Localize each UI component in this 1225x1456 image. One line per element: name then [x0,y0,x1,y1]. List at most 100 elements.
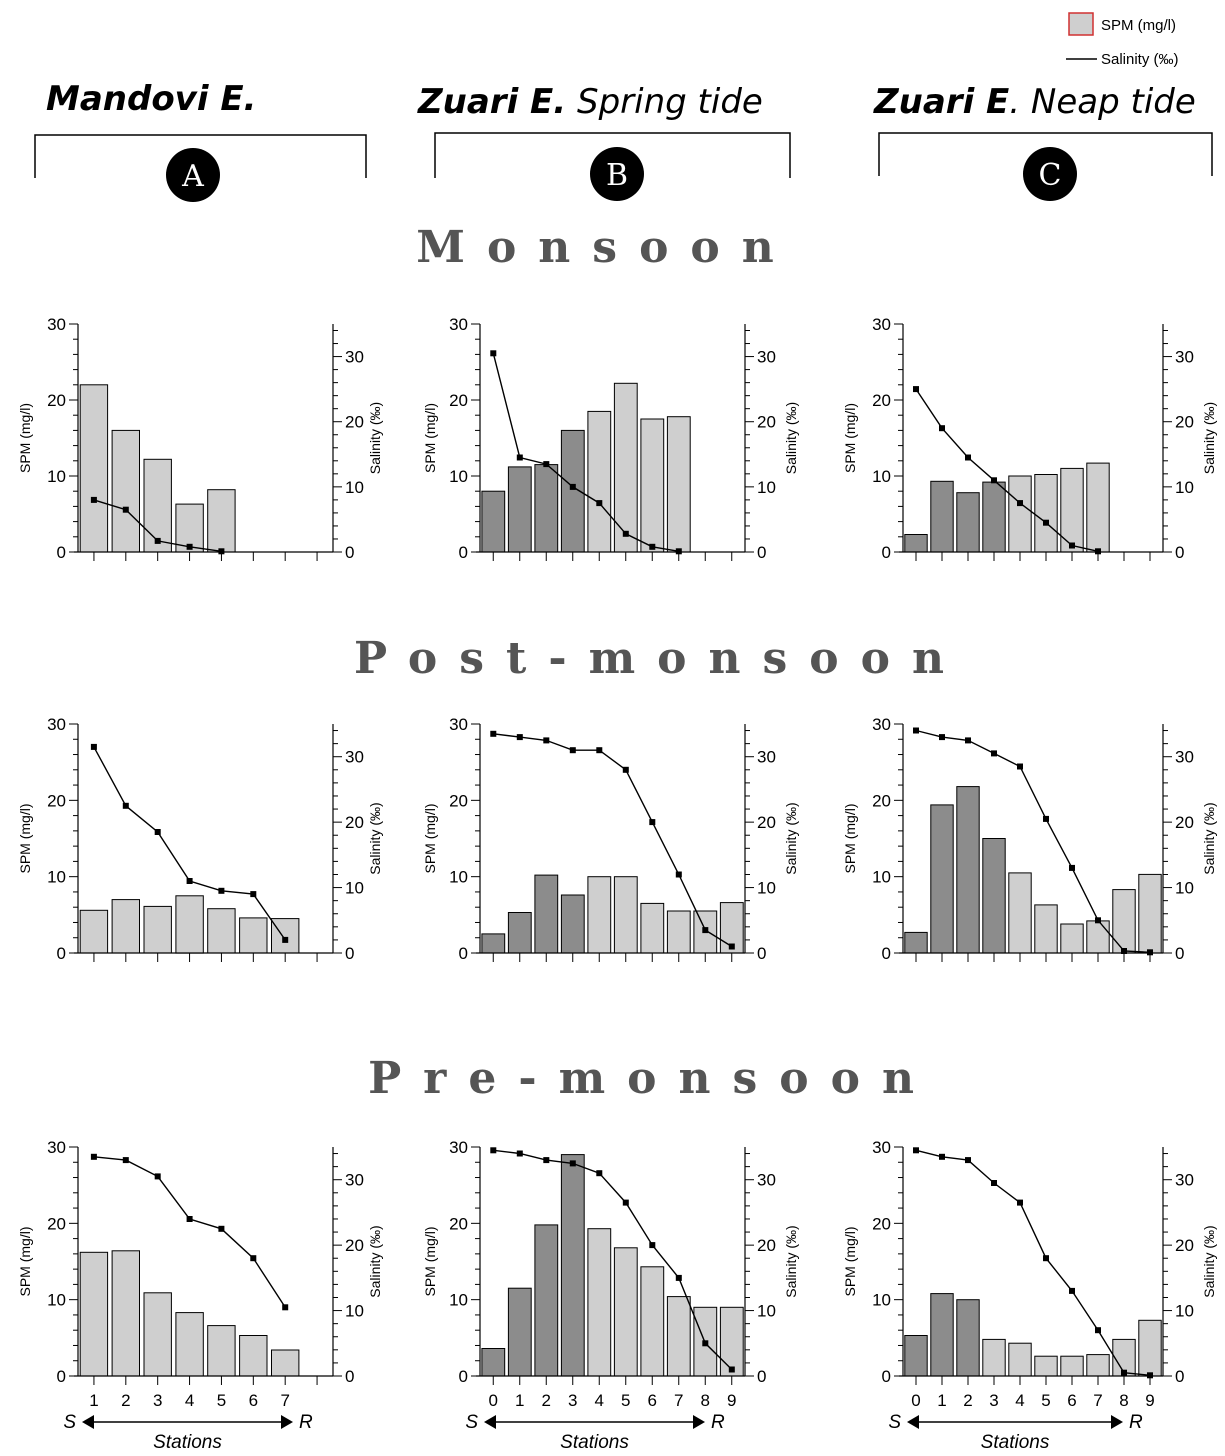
right-tick-label: 0 [345,944,354,963]
spm-bar [930,804,954,954]
station-label: 0 [911,1391,920,1410]
season-title-pre-monsoon: Pre-monsoon [368,1053,936,1104]
salinity-point [675,871,682,878]
x-start-label: S [888,1412,901,1433]
right-tick-label: 30 [345,348,364,367]
spm-bar [666,910,691,954]
right-tick-label: 0 [757,1367,766,1386]
right-tick-label: 0 [345,1367,354,1386]
salinity-point [218,548,225,555]
salinity-point [913,1147,919,1154]
column-bracket-c [878,132,1213,176]
left-tick-label: 0 [57,1367,66,1386]
salinity-point [1095,548,1101,555]
spm-bar [560,1154,585,1377]
spm-bar [1034,904,1058,954]
x-axis-title: Stations [981,1432,1050,1453]
left-tick-label: 10 [449,467,468,486]
right-tick-label: 20 [1175,813,1194,832]
salinity-point [913,727,919,734]
station-label: 1 [89,1391,98,1410]
right-tick-label: 20 [1175,1236,1194,1255]
spm-bar [1060,923,1084,954]
right-tick-label: 0 [1175,1367,1184,1386]
right-tick-label: 0 [1175,944,1184,963]
column-title-a: Mandovi E. [46,79,256,119]
salinity-point [1147,949,1153,956]
salinity-point [90,743,97,750]
salinity-point [490,730,497,737]
spm-bar [640,902,665,954]
left-tick-label: 20 [449,791,468,810]
column-title-a-bold: Mandovi E. [46,79,256,119]
left-tick-label: 0 [459,944,468,963]
salinity-point [675,548,682,555]
right-tick-label: 10 [1175,478,1194,497]
column-title-c: Zuari E. Neap tide [873,82,1196,122]
spm-bar [587,1228,612,1377]
right-tick-label: 30 [757,348,776,367]
y-axis-title-spm: SPM (mg/l) [422,403,438,473]
spm-bar [666,416,691,553]
station-label: 3 [153,1391,162,1410]
left-tick-label: 20 [47,391,66,410]
right-tick-label: 30 [757,1171,776,1190]
station-label: 4 [1015,1391,1024,1410]
left-tick-label: 20 [47,1214,66,1233]
salinity-point [1147,1372,1153,1379]
panel-a-post-monsoon: 0 10 20 30 0 10 20 30 SPM (mg/l) Salinity (‰) [17,715,383,963]
salinity-point [702,927,709,934]
salinity-line [493,1149,733,1370]
left-tick-label: 0 [57,944,66,963]
station-label: 6 [1067,1391,1076,1410]
station-label: 4 [595,1391,604,1410]
spm-bar [207,908,236,954]
panel-b-post-monsoon: 0 10 20 30 0 10 20 30 SPM (mg/l) Salinity (‰) [422,715,799,963]
x-end-label: R [711,1412,725,1433]
left-tick-label: 30 [47,715,66,734]
right-tick-label: 0 [1175,543,1184,562]
left-tick-label: 20 [449,1214,468,1233]
spm-bar [904,1335,928,1377]
salinity-point [1121,948,1127,954]
y-axis-title-spm: SPM (mg/l) [17,804,33,874]
spm-bar [507,912,532,954]
left-tick-label: 10 [449,1291,468,1310]
salinity-point [543,461,550,468]
right-tick-label: 30 [1175,348,1194,367]
salinity-point [1017,1199,1023,1206]
column-bracket-b [434,132,791,178]
right-tick-label: 30 [345,748,364,767]
left-tick-label: 30 [47,1138,66,1157]
salinity-point [596,500,603,507]
salinity-point [90,496,97,503]
salinity-point [991,477,997,484]
stations-arrow-right-head [1111,1415,1123,1429]
season-title-monsoon: Monsoon [416,222,796,273]
salinity-point [516,454,523,461]
salinity-point [1121,1369,1127,1376]
salinity-point [543,737,550,744]
spm-bar [1086,920,1110,954]
right-tick-label: 10 [345,478,364,497]
salinity-point [622,530,629,537]
salinity-line [493,733,733,948]
salinity-point [1017,500,1023,507]
spm-bar [79,384,109,553]
spm-bar [1008,1342,1032,1377]
station-label: 9 [1145,1391,1154,1410]
salinity-point [516,1150,523,1157]
station-label: 8 [701,1391,710,1410]
stations-arrow-left-head [484,1415,496,1429]
spm-bar [111,1250,140,1377]
salinity-point [490,1147,497,1154]
spm-bar [534,464,559,553]
spm-bar [534,874,559,954]
spm-bar [956,492,980,553]
right-tick-label: 20 [757,413,776,432]
spm-bar [930,480,954,553]
left-tick-label: 10 [872,1291,891,1310]
left-tick-label: 0 [882,1367,891,1386]
